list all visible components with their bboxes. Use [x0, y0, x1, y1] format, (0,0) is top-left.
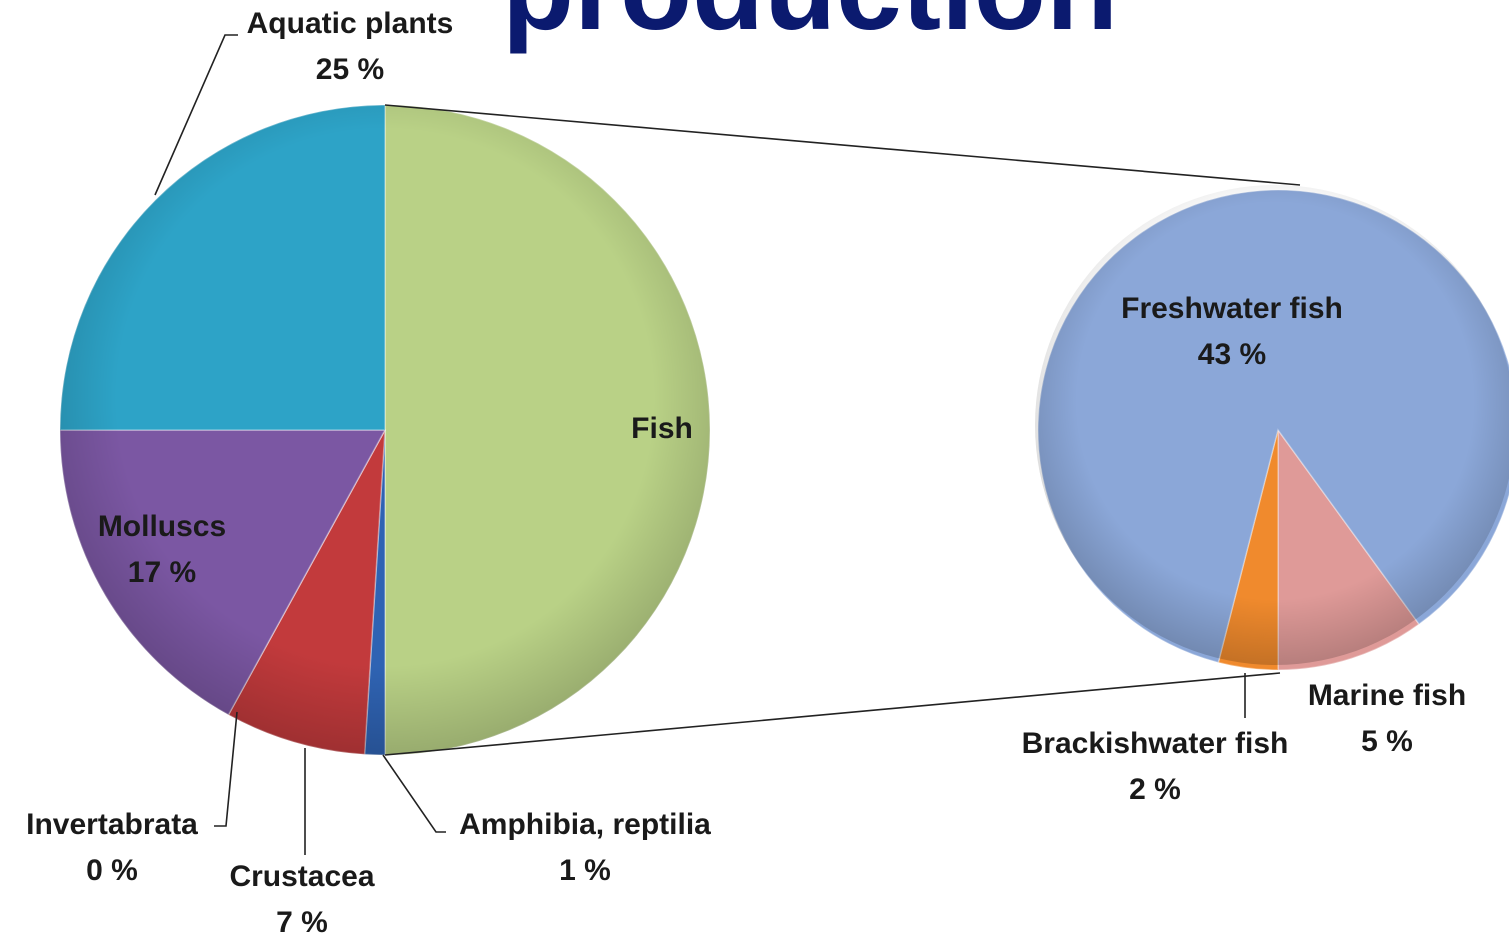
slice-label: Fish — [631, 412, 693, 445]
leader-line — [214, 711, 238, 827]
slice-value-label: 0 % — [86, 854, 138, 887]
leader-line — [382, 754, 446, 833]
slice-label: Brackishwater fish — [1022, 727, 1289, 760]
slice-value-label: 5 % — [1361, 725, 1413, 758]
leader-line — [154, 34, 238, 196]
slice-label: Amphibia, reptilia — [459, 808, 711, 841]
slice-value-label: 7 % — [276, 906, 328, 936]
pie-shading — [1035, 185, 1509, 665]
slice-value-label: 43 % — [1198, 338, 1266, 371]
slice-value-label: 1 % — [559, 854, 611, 887]
pie-shading — [60, 105, 710, 755]
slice-label: Marine fish — [1308, 679, 1466, 712]
connector-line — [384, 104, 1301, 186]
chart-title: production — [502, 0, 1118, 55]
connector-line — [384, 672, 1281, 756]
labels: Fish Amphibia, reptilia 1 % Crustacea 7 % Inv… — [26, 7, 1466, 936]
slice-value-label: 25 % — [316, 53, 384, 86]
slice-label: Aquatic plants — [247, 7, 454, 40]
slice-label: Molluscs — [98, 510, 226, 543]
slice-value-label: 2 % — [1129, 773, 1181, 806]
slice-label: Freshwater fish — [1121, 292, 1343, 325]
slice-label: Crustacea — [229, 860, 374, 893]
slice-label: Invertabrata — [26, 808, 198, 841]
slice-value-label: 17 % — [128, 556, 196, 589]
